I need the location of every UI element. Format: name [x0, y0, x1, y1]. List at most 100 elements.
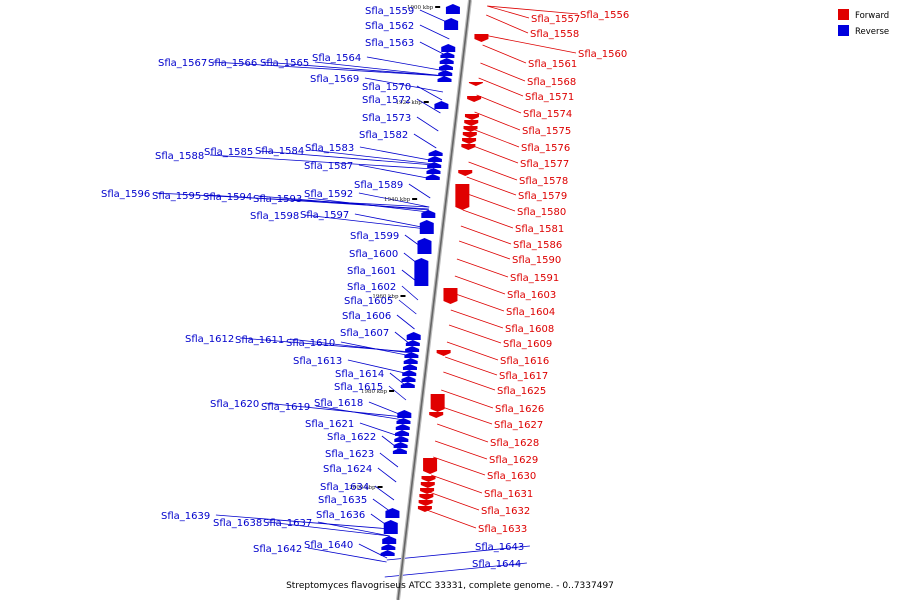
gene-label-sfla-1569[interactable]: Sfla_1569	[310, 74, 359, 85]
reverse-gene-arrow[interactable]	[380, 550, 395, 556]
forward-gene-arrow[interactable]	[420, 482, 435, 488]
gene-label-sfla-1562[interactable]: Sfla_1562	[365, 21, 414, 32]
gene-label-sfla-1602[interactable]: Sfla_1602	[347, 282, 396, 293]
forward-gene-arrow[interactable]	[443, 288, 458, 304]
gene-label-sfla-1560[interactable]: Sfla_1560	[578, 49, 627, 60]
gene-label-sfla-1567[interactable]: Sfla_1567	[158, 58, 207, 69]
forward-gene-arrow[interactable]	[455, 184, 470, 210]
reverse-gene-arrow[interactable]	[405, 340, 420, 346]
reverse-gene-arrow[interactable]	[382, 536, 397, 544]
reverse-gene-arrow[interactable]	[444, 18, 459, 30]
reverse-gene-arrow[interactable]	[397, 410, 412, 418]
gene-label-sfla-1635[interactable]: Sfla_1635	[318, 495, 367, 506]
forward-gene-arrow[interactable]	[461, 144, 476, 150]
reverse-gene-arrow[interactable]	[427, 162, 442, 168]
gene-label-sfla-1566[interactable]: Sfla_1566	[208, 58, 257, 69]
gene-label-sfla-1588[interactable]: Sfla_1588	[155, 151, 204, 162]
reverse-gene-arrow[interactable]	[404, 352, 419, 358]
gene-label-sfla-1585[interactable]: Sfla_1585	[204, 147, 253, 158]
gene-label-sfla-1637[interactable]: Sfla_1637	[263, 518, 312, 529]
gene-label-sfla-1605[interactable]: Sfla_1605	[344, 296, 393, 307]
forward-gene-arrow[interactable]	[436, 350, 451, 356]
gene-label-sfla-1603[interactable]: Sfla_1603	[507, 290, 556, 301]
gene-label-sfla-1571[interactable]: Sfla_1571	[525, 92, 574, 103]
gene-label-sfla-1591[interactable]: Sfla_1591	[510, 273, 559, 284]
reverse-gene-arrow[interactable]	[438, 70, 453, 76]
gene-label-sfla-1589[interactable]: Sfla_1589	[354, 180, 403, 191]
gene-label-sfla-1626[interactable]: Sfla_1626	[495, 404, 544, 415]
gene-label-sfla-1572[interactable]: Sfla_1572	[362, 95, 411, 106]
reverse-gene-arrow[interactable]	[439, 58, 454, 64]
gene-label-sfla-1636[interactable]: Sfla_1636	[316, 510, 365, 521]
gene-label-sfla-1558[interactable]: Sfla_1558	[530, 29, 579, 40]
gene-label-sfla-1556[interactable]: Sfla_1556	[580, 10, 629, 21]
forward-gene-arrow[interactable]	[418, 500, 433, 506]
forward-gene-arrow[interactable]	[419, 494, 434, 500]
reverse-gene-arrow[interactable]	[406, 332, 421, 340]
gene-label-sfla-1563[interactable]: Sfla_1563	[365, 38, 414, 49]
reverse-gene-arrow[interactable]	[383, 520, 398, 534]
gene-label-sfla-1629[interactable]: Sfla_1629	[489, 455, 538, 466]
gene-label-sfla-1619[interactable]: Sfla_1619	[261, 402, 310, 413]
gene-label-sfla-1609[interactable]: Sfla_1609	[503, 339, 552, 350]
forward-gene-arrow[interactable]	[429, 412, 444, 418]
reverse-gene-arrow[interactable]	[402, 370, 417, 376]
gene-label-sfla-1601[interactable]: Sfla_1601	[347, 266, 396, 277]
gene-label-sfla-1613[interactable]: Sfla_1613	[293, 356, 342, 367]
gene-label-sfla-1638[interactable]: Sfla_1638	[213, 518, 262, 529]
reverse-gene-arrow[interactable]	[437, 76, 452, 82]
gene-label-sfla-1639[interactable]: Sfla_1639	[161, 511, 210, 522]
reverse-gene-arrow[interactable]	[392, 448, 407, 454]
gene-label-sfla-1582[interactable]: Sfla_1582	[359, 130, 408, 141]
gene-label-sfla-1620[interactable]: Sfla_1620	[210, 399, 259, 410]
forward-gene-arrow[interactable]	[421, 476, 436, 482]
gene-label-sfla-1612[interactable]: Sfla_1612	[185, 334, 234, 345]
gene-label-sfla-1600[interactable]: Sfla_1600	[349, 249, 398, 260]
reverse-gene-arrow[interactable]	[405, 346, 420, 352]
gene-label-sfla-1595[interactable]: Sfla_1595	[152, 191, 201, 202]
gene-label-sfla-1576[interactable]: Sfla_1576	[521, 143, 570, 154]
gene-label-sfla-1610[interactable]: Sfla_1610	[286, 338, 335, 349]
reverse-gene-arrow[interactable]	[414, 258, 429, 286]
gene-label-sfla-1561[interactable]: Sfla_1561	[528, 59, 577, 70]
gene-label-sfla-1581[interactable]: Sfla_1581	[515, 224, 564, 235]
gene-label-sfla-1574[interactable]: Sfla_1574	[523, 109, 572, 120]
gene-label-sfla-1632[interactable]: Sfla_1632	[481, 506, 530, 517]
gene-label-sfla-1599[interactable]: Sfla_1599	[350, 231, 399, 242]
reverse-gene-arrow[interactable]	[394, 436, 409, 442]
gene-label-sfla-1590[interactable]: Sfla_1590	[512, 255, 561, 266]
reverse-gene-arrow[interactable]	[419, 220, 434, 234]
reverse-gene-arrow[interactable]	[417, 238, 432, 254]
forward-gene-arrow[interactable]	[423, 458, 438, 474]
forward-gene-arrow[interactable]	[463, 126, 478, 132]
gene-label-sfla-1642[interactable]: Sfla_1642	[253, 544, 302, 555]
reverse-gene-arrow[interactable]	[401, 376, 416, 382]
reverse-gene-arrow[interactable]	[396, 418, 411, 424]
gene-label-sfla-1568[interactable]: Sfla_1568	[527, 77, 576, 88]
gene-label-sfla-1630[interactable]: Sfla_1630	[487, 471, 536, 482]
gene-label-sfla-1596[interactable]: Sfla_1596	[101, 189, 150, 200]
gene-label-sfla-1575[interactable]: Sfla_1575	[522, 126, 571, 137]
forward-gene-arrow[interactable]	[430, 394, 445, 412]
gene-label-sfla-1604[interactable]: Sfla_1604	[506, 307, 555, 318]
forward-gene-arrow[interactable]	[458, 170, 473, 176]
gene-label-sfla-1607[interactable]: Sfla_1607	[340, 328, 389, 339]
gene-label-sfla-1577[interactable]: Sfla_1577	[520, 159, 569, 170]
gene-label-sfla-1587[interactable]: Sfla_1587	[304, 161, 353, 172]
gene-label-sfla-1616[interactable]: Sfla_1616	[500, 356, 549, 367]
forward-gene-arrow[interactable]	[464, 120, 479, 126]
gene-label-sfla-1570[interactable]: Sfla_1570	[362, 82, 411, 93]
forward-gene-arrow[interactable]	[420, 488, 435, 494]
forward-gene-arrow[interactable]	[462, 138, 477, 144]
forward-gene-arrow[interactable]	[462, 132, 477, 138]
reverse-gene-arrow[interactable]	[403, 358, 418, 364]
gene-label-sfla-1573[interactable]: Sfla_1573	[362, 113, 411, 124]
gene-label-sfla-1625[interactable]: Sfla_1625	[497, 386, 546, 397]
gene-label-sfla-1606[interactable]: Sfla_1606	[342, 311, 391, 322]
gene-label-sfla-1592[interactable]: Sfla_1592	[304, 189, 353, 200]
gene-label-sfla-1643[interactable]: Sfla_1643	[475, 542, 524, 553]
gene-label-sfla-1614[interactable]: Sfla_1614	[335, 369, 384, 380]
reverse-gene-arrow[interactable]	[434, 101, 449, 109]
forward-gene-arrow[interactable]	[467, 96, 482, 102]
gene-label-sfla-1583[interactable]: Sfla_1583	[305, 143, 354, 154]
